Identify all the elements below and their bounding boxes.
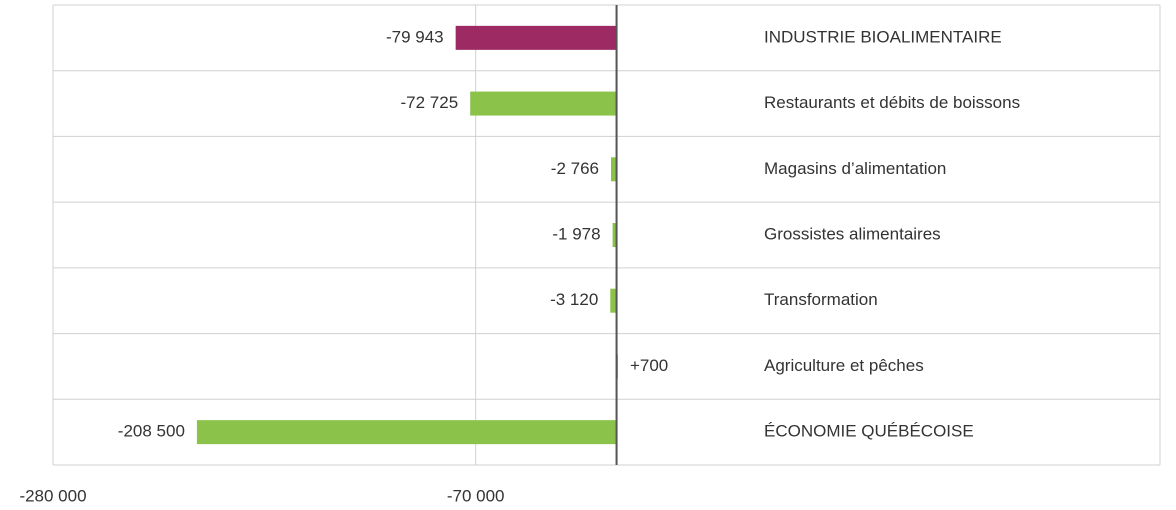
x-tick-label: -70 000 [447,486,505,505]
value-label: +700 [630,356,668,375]
category-label: Transformation [764,290,878,309]
category-label: Grossistes alimentaires [764,224,941,243]
category-label: Restaurants et débits de boissons [764,93,1020,112]
value-label: -72 725 [401,93,459,112]
x-tick-label: -280 000 [19,486,86,505]
value-label: -208 500 [118,422,185,441]
bar [455,25,617,50]
value-label: -1 978 [552,224,600,243]
bar [470,91,617,116]
value-label: -2 766 [551,159,599,178]
bar [610,288,617,313]
bar [610,157,617,182]
category-label: Magasins d’alimentation [764,159,946,178]
category-label: INDUSTRIE BIOALIMENTAIRE [764,27,1002,46]
bar [196,420,617,445]
value-label: -3 120 [550,290,598,309]
bar [612,223,617,247]
value-label: -79 943 [386,27,444,46]
category-label: Agriculture et pêches [764,356,924,375]
category-label: ÉCONOMIE QUÉBÉCOISE [764,422,974,441]
